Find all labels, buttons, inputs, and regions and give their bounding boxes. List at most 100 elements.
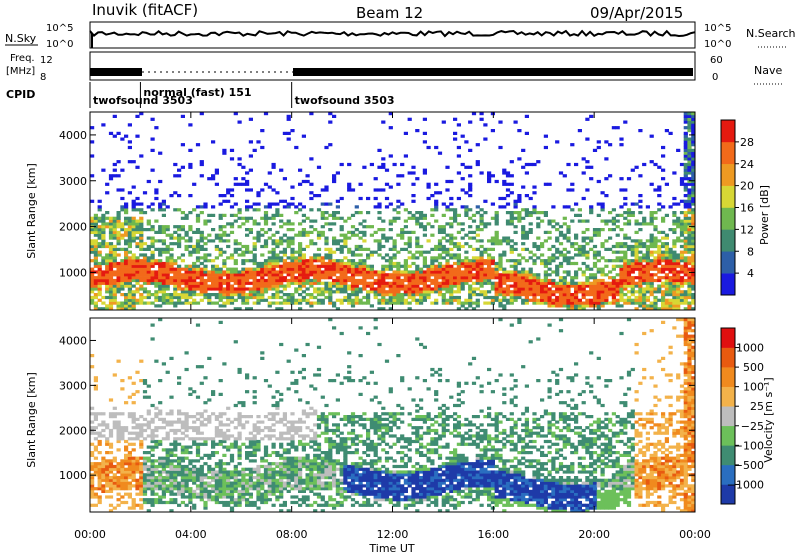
heatmap-cell — [423, 270, 427, 273]
heatmap-cell — [139, 265, 143, 268]
heatmap-cell — [192, 208, 196, 211]
heatmap-cell — [309, 304, 313, 307]
heatmap-cell — [279, 220, 283, 223]
heatmap-cell — [359, 237, 363, 240]
heatmap-cell — [154, 282, 158, 285]
nsky-frame — [90, 22, 695, 48]
heatmap-cell — [582, 304, 586, 307]
heatmap-cell — [215, 501, 219, 504]
nave-tick-bottom: 0 — [712, 72, 718, 83]
heatmap-cell — [419, 273, 423, 276]
heatmap-cell — [612, 245, 616, 248]
heatmap-cell — [219, 476, 223, 479]
heatmap-cell — [287, 262, 291, 265]
heatmap-cell — [544, 287, 548, 290]
heatmap-cell — [427, 146, 431, 149]
heatmap-cell — [177, 285, 181, 288]
heatmap-cell — [362, 231, 366, 234]
heatmap-cell — [128, 228, 132, 231]
heatmap-cell — [173, 285, 177, 288]
heatmap-cell — [113, 487, 117, 490]
heatmap-cell — [619, 251, 623, 254]
heatmap-cell — [430, 265, 434, 268]
heatmap-cell — [457, 197, 461, 200]
heatmap-cell — [98, 200, 102, 203]
heatmap-cell — [143, 256, 147, 259]
heatmap-cell — [245, 276, 249, 279]
heatmap-cell — [377, 166, 381, 169]
heatmap-cell — [173, 487, 177, 490]
heatmap-cell — [203, 287, 207, 290]
heatmap-cell — [181, 282, 185, 285]
heatmap-cell — [98, 473, 102, 476]
heatmap-cell — [192, 293, 196, 296]
heatmap-cell — [177, 256, 181, 259]
heatmap-cell — [181, 143, 185, 146]
heatmap-cell — [287, 205, 291, 208]
heatmap-cell — [548, 293, 552, 296]
heatmap-cell — [219, 273, 223, 276]
heatmap-cell — [128, 270, 132, 273]
heatmap-cell — [359, 302, 363, 305]
heatmap-cell — [457, 242, 461, 245]
heatmap-cell — [256, 487, 260, 490]
heatmap-cell — [408, 265, 412, 268]
heatmap-cell — [90, 282, 94, 285]
heatmap-cell — [362, 262, 366, 265]
heatmap-cell — [529, 197, 533, 200]
heatmap-cell — [222, 259, 226, 262]
heatmap-cell — [203, 495, 207, 498]
heatmap-cell — [687, 245, 691, 248]
heatmap-cell — [684, 282, 688, 285]
heatmap-cell — [253, 287, 257, 290]
heatmap-cell — [222, 493, 226, 496]
heatmap-cell — [154, 360, 158, 363]
heatmap-cell — [548, 256, 552, 259]
heatmap-cell — [430, 282, 434, 285]
heatmap-cell — [238, 495, 242, 498]
cpid-label: CPID — [6, 88, 35, 101]
heatmap-cell — [117, 437, 121, 440]
heatmap-cell — [627, 211, 631, 214]
heatmap-cell — [135, 203, 139, 206]
heatmap-cell — [302, 276, 306, 279]
heatmap-cell — [370, 276, 374, 279]
heatmap-cell — [608, 237, 612, 240]
heatmap-cell — [101, 296, 105, 299]
heatmap-cell — [185, 287, 189, 290]
heatmap-cell — [211, 446, 215, 449]
heatmap-cell — [570, 285, 574, 288]
heatmap-cell — [169, 473, 173, 476]
heatmap-cell — [653, 217, 657, 220]
heatmap-cell — [135, 290, 139, 293]
heatmap-cell — [279, 268, 283, 271]
heatmap-cell — [555, 273, 559, 276]
heatmap-cell — [226, 302, 230, 305]
heatmap-cell — [196, 396, 200, 399]
heatmap-cell — [389, 186, 393, 189]
heatmap-cell — [117, 217, 121, 220]
heatmap-cell — [272, 253, 276, 256]
heatmap-cell — [222, 231, 226, 234]
heatmap-cell — [203, 242, 207, 245]
heatmap-cell — [423, 299, 427, 302]
heatmap-cell — [169, 234, 173, 237]
heatmap-cell — [94, 220, 98, 223]
heatmap-cell — [253, 443, 257, 446]
heatmap-cell — [480, 265, 484, 268]
heatmap-cell — [120, 282, 124, 285]
heatmap-cell — [510, 265, 514, 268]
heatmap-cell — [151, 203, 155, 206]
heatmap-cell — [631, 169, 635, 172]
heatmap-cell — [306, 287, 310, 290]
station-title: Inuvik (fitACF) — [92, 1, 198, 19]
heatmap-cell — [139, 228, 143, 231]
heatmap-cell — [211, 259, 215, 262]
heatmap-cell — [298, 282, 302, 285]
heatmap-cell — [245, 487, 249, 490]
heatmap-cell — [589, 287, 593, 290]
heatmap-cell — [302, 214, 306, 217]
heatmap-cell — [442, 273, 446, 276]
